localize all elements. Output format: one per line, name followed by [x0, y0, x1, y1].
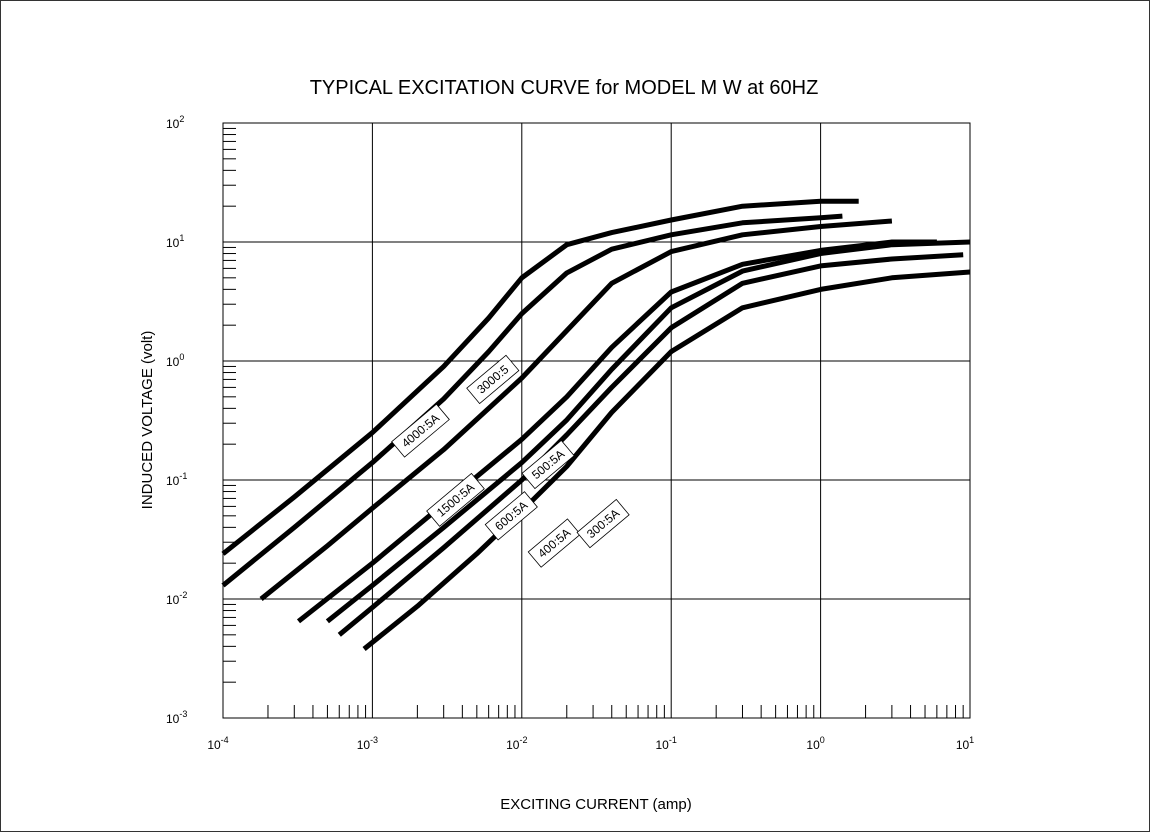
x-tick-label: 10-3	[357, 735, 378, 752]
plot-frame	[222, 122, 971, 719]
y-tick-label: 101	[166, 233, 184, 250]
curve-600-5a	[296, 239, 937, 624]
y-tick-label: 10-3	[166, 709, 187, 726]
chart-title: TYPICAL EXCITATION CURVE for MODEL M W a…	[310, 77, 819, 99]
curve-3000-5	[221, 213, 843, 588]
curve-1500-5a	[259, 218, 893, 601]
y-axis-title: INDUCED VOLTAGE (volt)	[139, 331, 156, 510]
x-tick-label: 10-1	[656, 735, 677, 752]
y-tick-label: 102	[166, 114, 184, 131]
x-axis-title: EXCITING CURRENT (amp)	[500, 796, 691, 813]
curve-400-5a	[337, 252, 964, 637]
x-tick-label: 10-4	[207, 735, 228, 752]
x-tick-label: 101	[956, 735, 974, 752]
x-tick-label: 100	[806, 735, 824, 752]
curve-label-600-5a: 600:5A	[484, 491, 538, 541]
x-tick-label: 10-2	[506, 735, 527, 752]
curve-label-400-5a: 400:5A	[527, 518, 581, 568]
y-tick-label: 100	[166, 352, 184, 369]
curve-label-300-5a: 300:5A	[576, 498, 630, 549]
curve-label-3000-5: 3000:5	[466, 354, 520, 405]
curve-label-500-5a: 500:5A	[521, 439, 575, 490]
curve-500-5a	[325, 239, 971, 624]
y-tick-label: 10-2	[166, 590, 187, 607]
curve-4000-5a	[221, 198, 859, 556]
y-tick-label: 10-1	[166, 471, 187, 488]
curve-300-5a	[362, 269, 971, 651]
